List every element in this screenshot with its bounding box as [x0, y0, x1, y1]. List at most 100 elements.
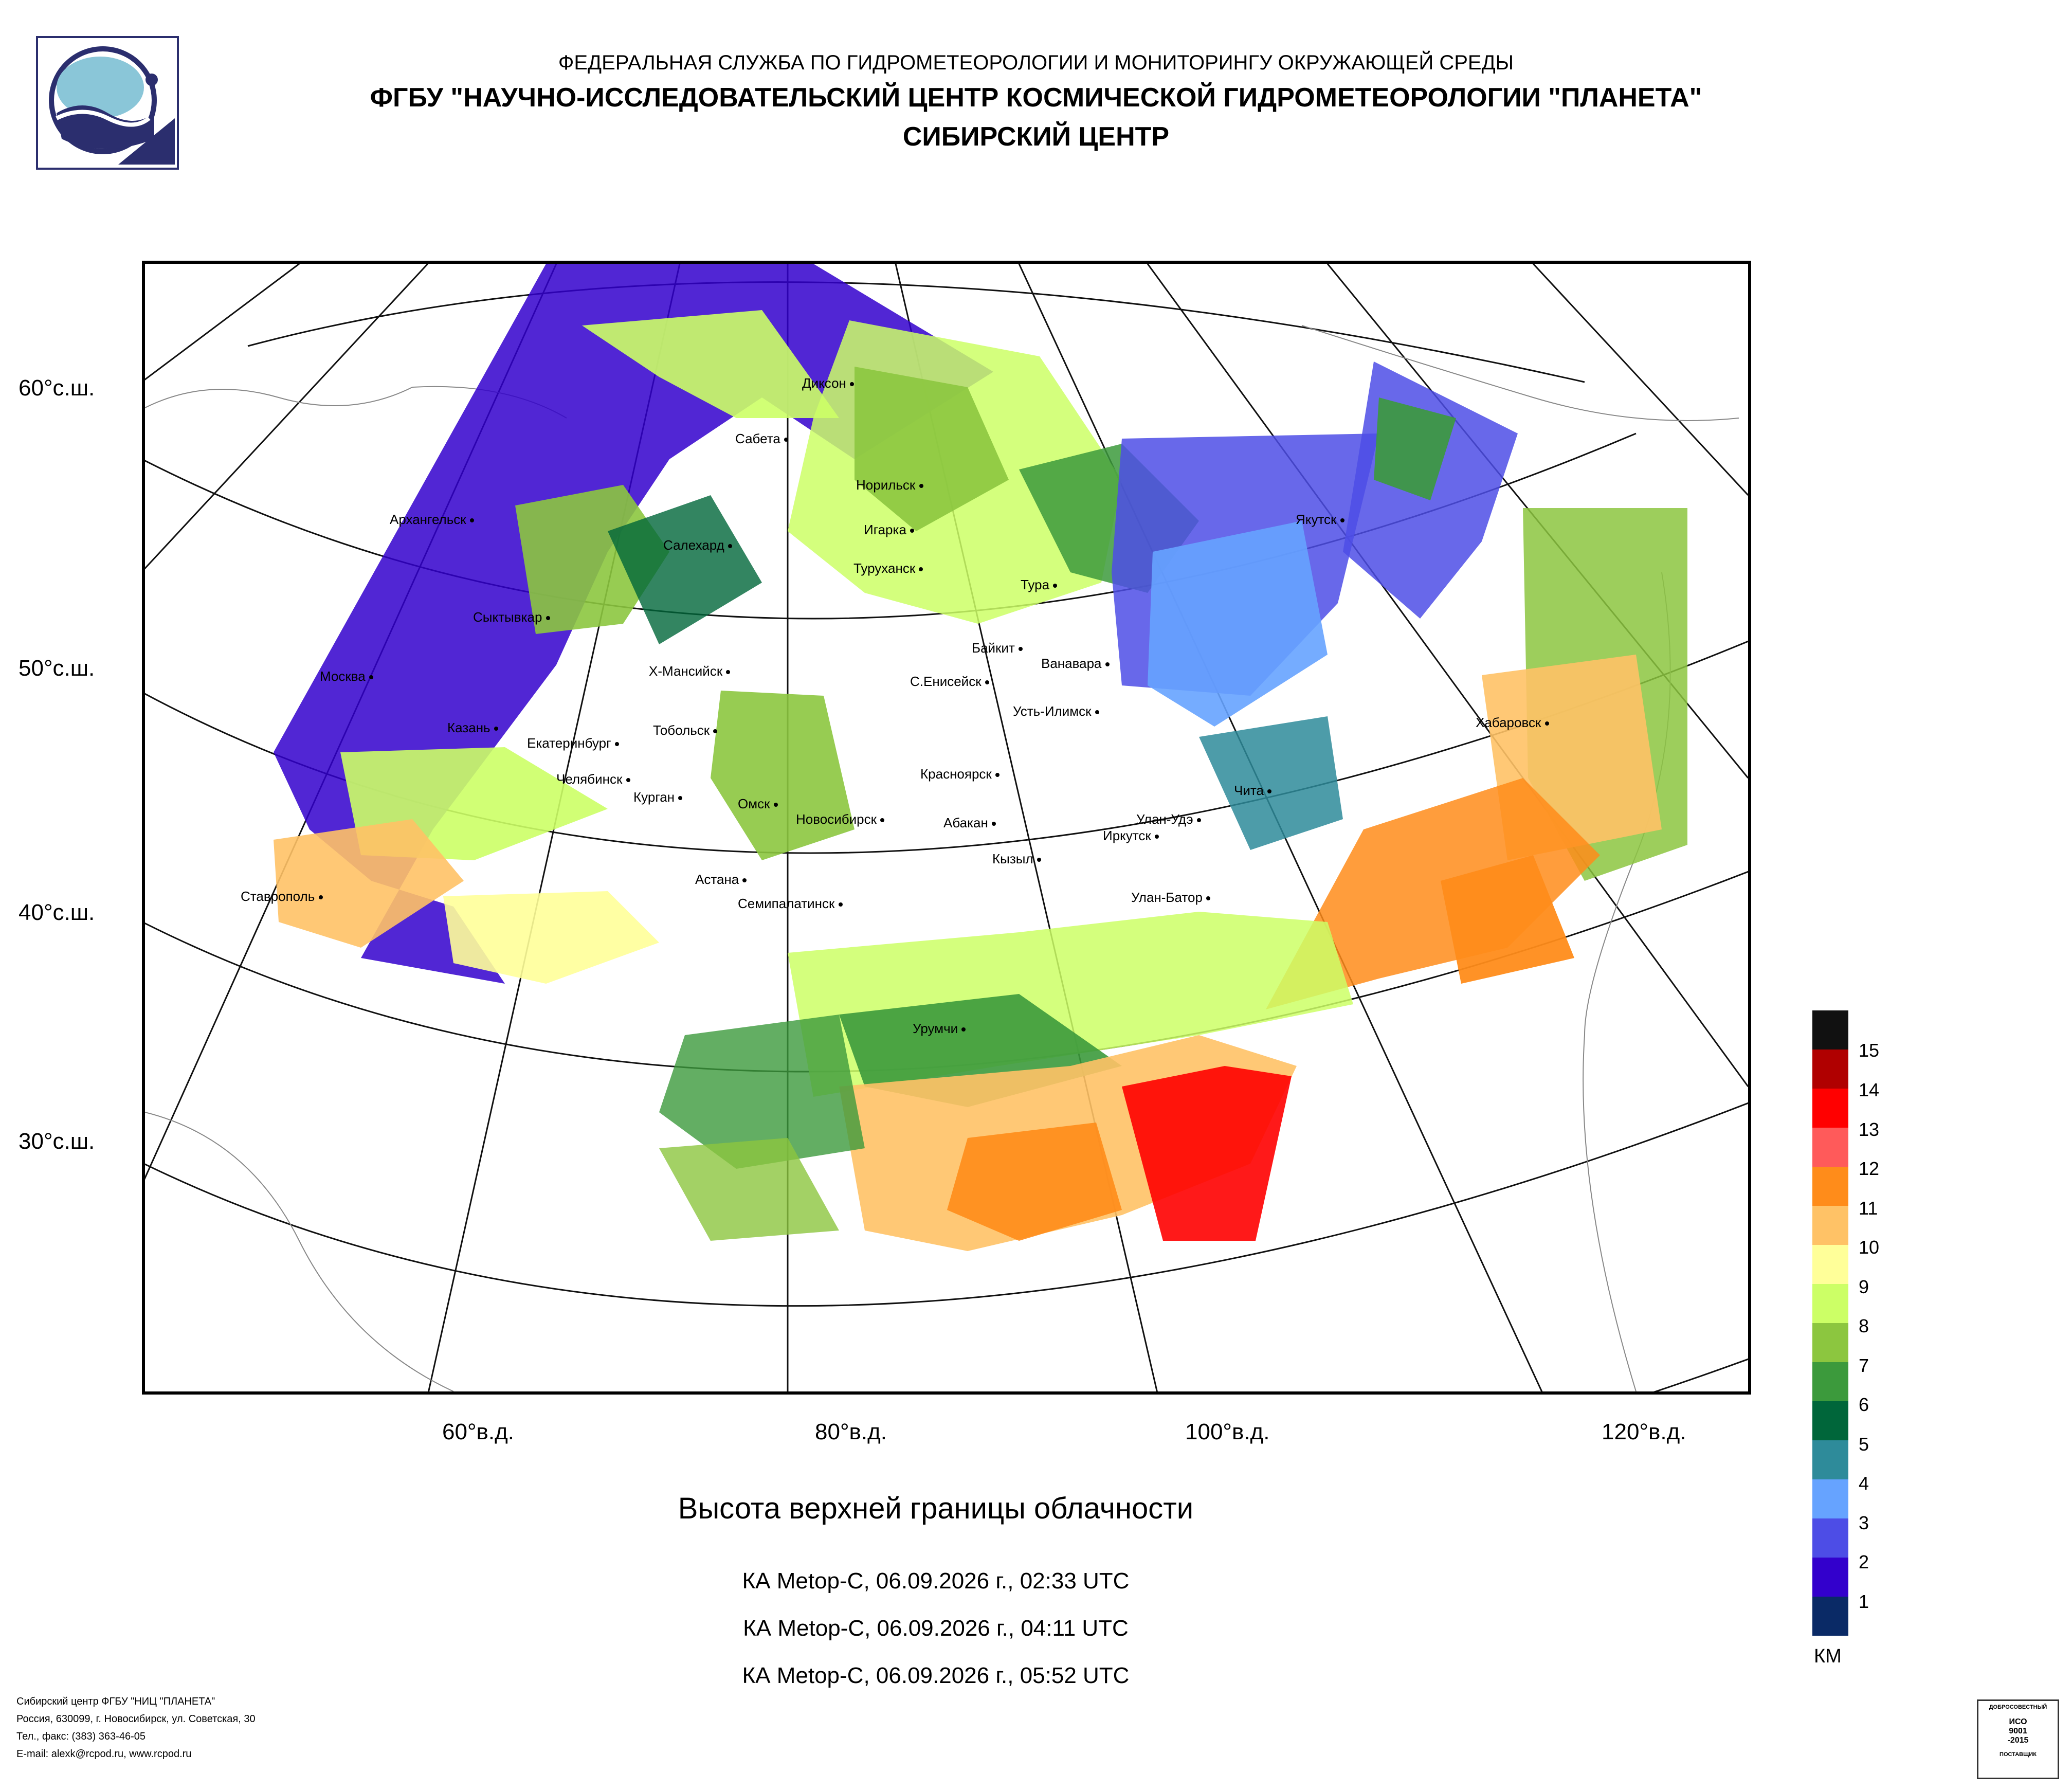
lat-label-40: 40°с.ш.	[19, 900, 95, 925]
height-legend	[1812, 1010, 1848, 1636]
lon-label-80: 80°в.д.	[815, 1419, 887, 1444]
legend-swatch	[1812, 1206, 1848, 1245]
footer-line: E-mail: alexk@rcpod.ru, www.rcpod.ru	[16, 1748, 192, 1760]
contact-footer: Сибирский центр ФГБУ "НИЦ "ПЛАНЕТА" Росс…	[16, 1693, 256, 1763]
legend-swatch	[1812, 1050, 1848, 1089]
legend-unit: КМ	[1814, 1645, 1842, 1667]
iso-badge-bottom: ПОСТАВЩИК	[2000, 1751, 2037, 1758]
city-label: Казань	[447, 720, 498, 736]
city-label: Салехард	[663, 537, 733, 553]
lat-label-50: 50°с.ш.	[19, 656, 95, 681]
city-label: Екатеринбург	[527, 735, 619, 751]
legend-swatch	[1812, 1518, 1848, 1558]
city-label: Улан-Удэ	[1136, 811, 1201, 827]
city-label: Сабета	[735, 431, 789, 447]
city-label: Тура	[1021, 577, 1058, 593]
legend-label: 6	[1859, 1394, 1869, 1415]
city-label: Туруханск	[853, 560, 923, 576]
footer-line: Россия, 630099, г. Новосибирск, ул. Сове…	[16, 1713, 256, 1725]
legend-label: 2	[1859, 1551, 1869, 1572]
lon-label-120: 120°в.д.	[1602, 1419, 1686, 1444]
city-label: Байкит	[972, 640, 1023, 656]
legend-label: 10	[1859, 1237, 1880, 1258]
lon-label-60: 60°в.д.	[442, 1419, 515, 1444]
legend-swatch	[1812, 1401, 1848, 1440]
legend-label: 1	[1859, 1591, 1869, 1612]
city-label: Красноярск	[920, 766, 1000, 782]
iso-badge-text: -2015	[2007, 1736, 2029, 1745]
city-label: Диксон	[802, 375, 855, 391]
legend-swatch	[1812, 1597, 1848, 1636]
city-label: Улан-Батор	[1131, 890, 1211, 906]
legend-swatch	[1812, 1479, 1848, 1518]
city-label: Ставрополь	[241, 889, 323, 904]
legend-label: 11	[1859, 1198, 1878, 1219]
legend-label: 12	[1859, 1158, 1880, 1179]
cloud-swath-west	[274, 264, 993, 984]
city-label: Архангельск	[390, 512, 474, 528]
legend-label: 14	[1859, 1079, 1880, 1100]
city-label: Иркутск	[1103, 828, 1159, 844]
cloud-top-height-map	[142, 261, 1751, 1395]
lat-label-30: 30°с.ш.	[19, 1129, 95, 1154]
legend-swatch	[1812, 1010, 1848, 1050]
legend-swatch	[1812, 1323, 1848, 1362]
legend-swatch	[1812, 1245, 1848, 1284]
branch-title: СИБИРСКИЙ ЦЕНТР	[902, 122, 1170, 152]
legend-label: 4	[1859, 1473, 1869, 1494]
city-label: Новосибирск	[796, 811, 885, 827]
iso-certification-badge: ДОБРОСОВЕСТНЫЙ ИСО 9001 -2015 ПОСТАВЩИК	[1977, 1699, 2059, 1779]
city-label: Тобольск	[653, 722, 718, 738]
center-title: ФГБУ "НАУЧНО-ИССЛЕДОВАТЕЛЬСКИЙ ЦЕНТР КОС…	[370, 83, 1702, 113]
iso-badge-text: ИСО	[2009, 1717, 2027, 1726]
satellite-pass: КА Metop-C, 06.09.2026 г., 02:33 UTC	[742, 1568, 1130, 1594]
legend-swatch	[1812, 1362, 1848, 1401]
cloud-swath-south	[659, 912, 1353, 1251]
legend-label: 13	[1859, 1119, 1880, 1140]
city-label: Сыктывкар	[473, 609, 550, 625]
city-label: Челябинск	[556, 771, 630, 787]
city-label: Норильск	[856, 477, 923, 493]
satellite-pass: КА Metop-C, 06.09.2026 г., 05:52 UTC	[742, 1663, 1130, 1688]
legend-swatch	[1812, 1167, 1848, 1206]
legend-label: 5	[1859, 1434, 1869, 1455]
legend-label: 8	[1859, 1315, 1869, 1336]
lat-label-60: 60°с.ш.	[19, 375, 95, 401]
satellite-pass: КА Metop-C, 06.09.2026 г., 04:11 UTC	[743, 1616, 1129, 1641]
city-label: Курган	[633, 789, 683, 805]
city-label: Игарка	[864, 522, 915, 538]
city-label: Астана	[695, 872, 747, 888]
iso-badge-top: ДОБРОСОВЕСТНЫЙ	[1989, 1704, 2047, 1710]
city-label: Кызыл	[992, 851, 1041, 867]
city-label: Ванавара	[1041, 656, 1110, 672]
city-label: Чита	[1234, 783, 1272, 799]
city-label: Усть-Илимск	[1013, 703, 1099, 719]
map-canvas	[145, 264, 1748, 1391]
legend-swatch	[1812, 1440, 1848, 1479]
city-label: Семипалатинск	[738, 896, 843, 912]
city-label: Хабаровск	[1476, 715, 1549, 731]
cloud-swath-east	[1266, 361, 1687, 1009]
city-label: Урумчи	[913, 1021, 966, 1037]
city-label: Абакан	[943, 815, 996, 831]
legend-swatch	[1812, 1284, 1848, 1323]
legend-swatch	[1812, 1128, 1848, 1167]
city-label: Якутск	[1296, 512, 1344, 528]
legend-label: 7	[1859, 1355, 1869, 1376]
city-label: Х-Мансийск	[649, 663, 731, 679]
footer-line: Тел., факс: (383) 363-46-05	[16, 1731, 146, 1742]
city-label: С.Енисейск	[910, 674, 989, 690]
legend-label: 9	[1859, 1276, 1869, 1297]
planeta-logo	[36, 36, 179, 170]
city-label: Москва	[320, 668, 373, 684]
legend-swatch	[1812, 1558, 1848, 1597]
legend-swatch	[1812, 1089, 1848, 1128]
agency-title: ФЕДЕРАЛЬНАЯ СЛУЖБА ПО ГИДРОМЕТЕОРОЛОГИИ …	[558, 51, 1514, 74]
legend-label: 15	[1859, 1040, 1880, 1061]
cloud-swath-central	[788, 320, 1379, 850]
city-label: Омск	[738, 796, 778, 812]
iso-badge-text: 9001	[2009, 1727, 2027, 1735]
legend-label: 3	[1859, 1512, 1869, 1533]
footer-line: Сибирский центр ФГБУ "НИЦ "ПЛАНЕТА"	[16, 1696, 215, 1707]
lon-label-100: 100°в.д.	[1185, 1419, 1270, 1444]
